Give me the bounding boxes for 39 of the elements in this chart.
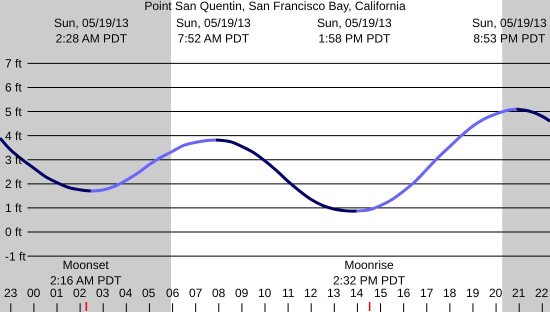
x-tick-label: 22 — [535, 286, 549, 300]
x-tick-label: 14 — [350, 286, 364, 300]
x-tick-label: 21 — [512, 286, 526, 300]
x-tick-label: 10 — [258, 286, 272, 300]
y-tick-label: 6 ft — [5, 80, 22, 95]
annotation: Moonset 2:16 AM PDT — [50, 258, 122, 288]
x-tick-label: 01 — [50, 286, 64, 300]
annotation: Sun, 05/19/13 2:28 AM PDT — [54, 16, 130, 46]
y-tick-label: -1 ft — [5, 249, 26, 264]
y-tick-label: 7 ft — [5, 56, 22, 71]
x-tick-label: 16 — [397, 286, 411, 300]
annotation: Sun, 05/19/13 1:58 PM PDT — [317, 16, 392, 46]
y-tick-label: 0 ft — [5, 225, 22, 240]
x-tick-label: 07 — [189, 286, 203, 300]
y-tick-label: 1 ft — [5, 201, 22, 216]
x-tick-label: 05 — [142, 286, 156, 300]
x-tick-label: 19 — [466, 286, 480, 300]
annotation: Moonrise 2:32 PM PDT — [333, 258, 406, 288]
x-tick-label: 04 — [119, 286, 133, 300]
x-tick-label: 20 — [489, 286, 503, 300]
annotation: Sun, 05/19/13 7:52 AM PDT — [176, 16, 252, 46]
x-tick-label: 12 — [304, 286, 318, 300]
x-tick-label: 23 — [4, 286, 18, 300]
x-tick-label: 06 — [166, 286, 180, 300]
x-tick-label: 15 — [374, 286, 388, 300]
x-tick-label: 03 — [96, 286, 110, 300]
x-tick-label: 18 — [443, 286, 457, 300]
y-tick-label: 4 ft — [5, 128, 22, 143]
chart-title: Point San Quentin, San Francisco Bay, California — [144, 0, 406, 13]
x-tick-label: 00 — [27, 286, 41, 300]
x-tick-label: 09 — [235, 286, 249, 300]
y-tick-label: 2 ft — [5, 177, 22, 192]
x-tick-label: 13 — [327, 286, 341, 300]
x-tick-label: 08 — [212, 286, 226, 300]
x-tick-label: 17 — [420, 286, 434, 300]
x-tick-label: 02 — [73, 286, 87, 300]
x-tick-label: 11 — [282, 286, 295, 300]
y-tick-label: 5 ft — [5, 104, 22, 119]
annotation: Sun, 05/19/13 8:53 PM PDT — [472, 16, 548, 46]
